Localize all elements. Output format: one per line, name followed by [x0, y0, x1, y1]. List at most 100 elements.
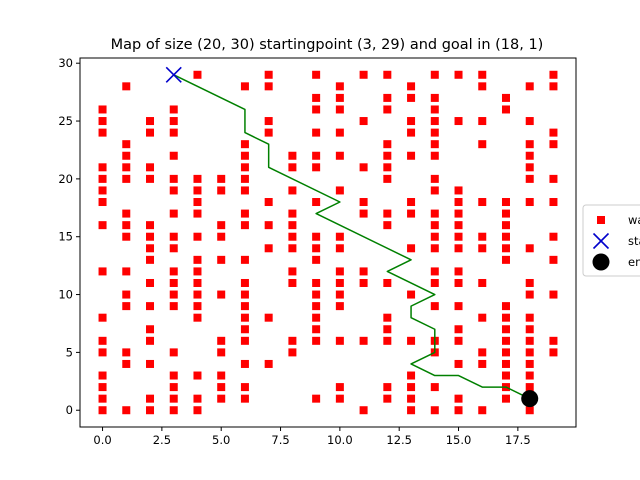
wall-marker — [430, 406, 439, 415]
wall-marker — [383, 93, 392, 102]
x-tick-label: 17.5 — [505, 433, 531, 447]
wall-marker — [501, 232, 510, 241]
wall-marker — [407, 198, 416, 207]
wall-marker — [335, 186, 344, 195]
x-tick-label: 7.5 — [271, 433, 289, 447]
wall-marker — [501, 244, 510, 253]
wall-marker — [146, 359, 155, 368]
wall-marker — [193, 198, 202, 207]
wall-marker — [407, 383, 416, 392]
wall-marker — [264, 221, 273, 230]
wall-marker — [169, 151, 178, 160]
wall-marker — [288, 267, 297, 276]
wall-marker — [146, 302, 155, 311]
wall-marker — [430, 221, 439, 230]
wall-marker — [312, 105, 321, 114]
wall-marker — [193, 255, 202, 264]
wall-marker — [335, 290, 344, 299]
wall-marker — [217, 255, 226, 264]
wall-marker — [312, 163, 321, 172]
wall-marker — [193, 70, 202, 79]
wall-marker — [525, 140, 534, 149]
wall-marker — [335, 128, 344, 137]
wall-marker — [240, 151, 249, 160]
wall-marker — [454, 278, 463, 287]
wall-marker — [312, 325, 321, 334]
wall-marker — [430, 105, 439, 114]
wall-marker — [193, 302, 202, 311]
wall-marker — [335, 267, 344, 276]
wall-marker — [525, 278, 534, 287]
wall-marker — [454, 70, 463, 79]
wall-marker — [525, 325, 534, 334]
wall-marker — [430, 267, 439, 276]
wall-marker — [407, 128, 416, 137]
wall-marker — [122, 232, 131, 241]
wall-marker — [169, 302, 178, 311]
wall-marker — [525, 359, 534, 368]
wall-marker — [312, 93, 321, 102]
wall-marker — [407, 371, 416, 380]
wall-marker — [407, 394, 416, 403]
wall-marker — [288, 348, 297, 357]
wall-marker — [193, 267, 202, 276]
wall-marker — [525, 371, 534, 380]
legend-label: end — [628, 255, 640, 269]
wall-marker — [501, 325, 510, 334]
y-tick-label: 20 — [58, 172, 73, 186]
wall-marker — [193, 313, 202, 322]
wall-marker — [549, 82, 558, 91]
wall-marker — [549, 174, 558, 183]
wall-marker — [430, 174, 439, 183]
wall-marker — [217, 290, 226, 299]
wall-marker — [454, 221, 463, 230]
wall-marker — [288, 163, 297, 172]
wall-marker — [264, 70, 273, 79]
wall-marker — [169, 105, 178, 114]
wall-marker — [501, 394, 510, 403]
wall-marker — [312, 290, 321, 299]
wall-marker — [335, 82, 344, 91]
wall-marker — [169, 117, 178, 126]
wall-marker — [407, 117, 416, 126]
wall-marker — [98, 313, 107, 322]
wall-marker — [454, 186, 463, 195]
wall-marker — [312, 302, 321, 311]
wall-marker — [193, 278, 202, 287]
wall-marker — [122, 406, 131, 415]
wall-marker — [240, 221, 249, 230]
wall-marker — [240, 278, 249, 287]
wall-marker — [501, 209, 510, 218]
wall-marker — [288, 186, 297, 195]
wall-marker — [407, 406, 416, 415]
wall-marker — [98, 348, 107, 357]
wall-marker — [169, 174, 178, 183]
wall-marker — [193, 232, 202, 241]
wall-marker — [122, 82, 131, 91]
wall-marker — [193, 174, 202, 183]
wall-marker — [312, 232, 321, 241]
wall-marker — [146, 336, 155, 345]
wall-marker — [98, 383, 107, 392]
wall-marker — [525, 117, 534, 126]
wall-marker — [98, 336, 107, 345]
wall-marker — [383, 70, 392, 79]
x-tick-label: 15.0 — [446, 433, 472, 447]
wall-marker — [98, 128, 107, 137]
wall-marker — [335, 278, 344, 287]
wall-marker — [240, 140, 249, 149]
wall-marker — [288, 336, 297, 345]
wall-marker — [407, 209, 416, 218]
wall-marker — [240, 325, 249, 334]
wall-marker — [169, 278, 178, 287]
wall-marker — [193, 209, 202, 218]
wall-marker — [430, 383, 439, 392]
wall-marker — [169, 128, 178, 137]
wall-marker — [549, 290, 558, 299]
wall-marker — [146, 406, 155, 415]
wall-marker — [478, 313, 487, 322]
wall-marker — [407, 82, 416, 91]
wall-marker — [122, 163, 131, 172]
axes: 0.0 2.5 5.0 7.5 10.0 12.5 15.0 17.5 0 5 10 15 20 25 30 — [58, 56, 577, 447]
